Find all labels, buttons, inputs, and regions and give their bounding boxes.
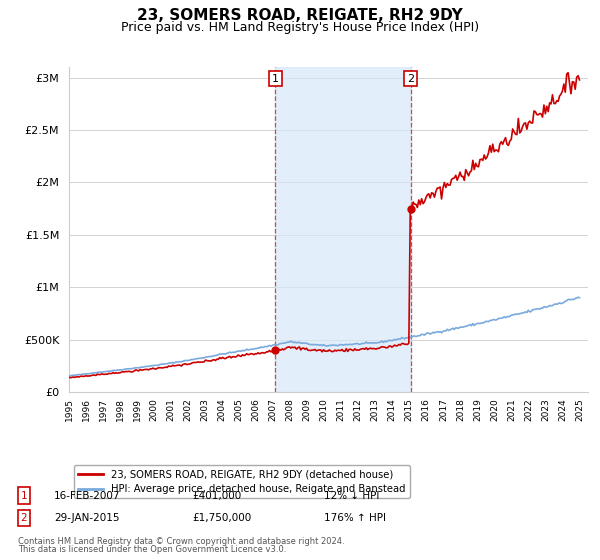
Text: Price paid vs. HM Land Registry's House Price Index (HPI): Price paid vs. HM Land Registry's House … <box>121 21 479 34</box>
Text: This data is licensed under the Open Government Licence v3.0.: This data is licensed under the Open Gov… <box>18 545 286 554</box>
Text: 29-JAN-2015: 29-JAN-2015 <box>54 513 119 523</box>
Text: 16-FEB-2007: 16-FEB-2007 <box>54 491 121 501</box>
Text: 1: 1 <box>20 491 28 501</box>
Bar <box>275 67 410 392</box>
Text: 1: 1 <box>272 74 279 83</box>
Text: 2: 2 <box>407 74 414 83</box>
Text: 23, SOMERS ROAD, REIGATE, RH2 9DY: 23, SOMERS ROAD, REIGATE, RH2 9DY <box>137 8 463 24</box>
Legend: 23, SOMERS ROAD, REIGATE, RH2 9DY (detached house), HPI: Average price, detached: 23, SOMERS ROAD, REIGATE, RH2 9DY (detac… <box>74 465 409 498</box>
Text: £401,000: £401,000 <box>192 491 241 501</box>
Text: 12% ↓ HPI: 12% ↓ HPI <box>324 491 379 501</box>
Text: Contains HM Land Registry data © Crown copyright and database right 2024.: Contains HM Land Registry data © Crown c… <box>18 537 344 546</box>
Text: 176% ↑ HPI: 176% ↑ HPI <box>324 513 386 523</box>
Text: 2: 2 <box>20 513 28 523</box>
Text: £1,750,000: £1,750,000 <box>192 513 251 523</box>
